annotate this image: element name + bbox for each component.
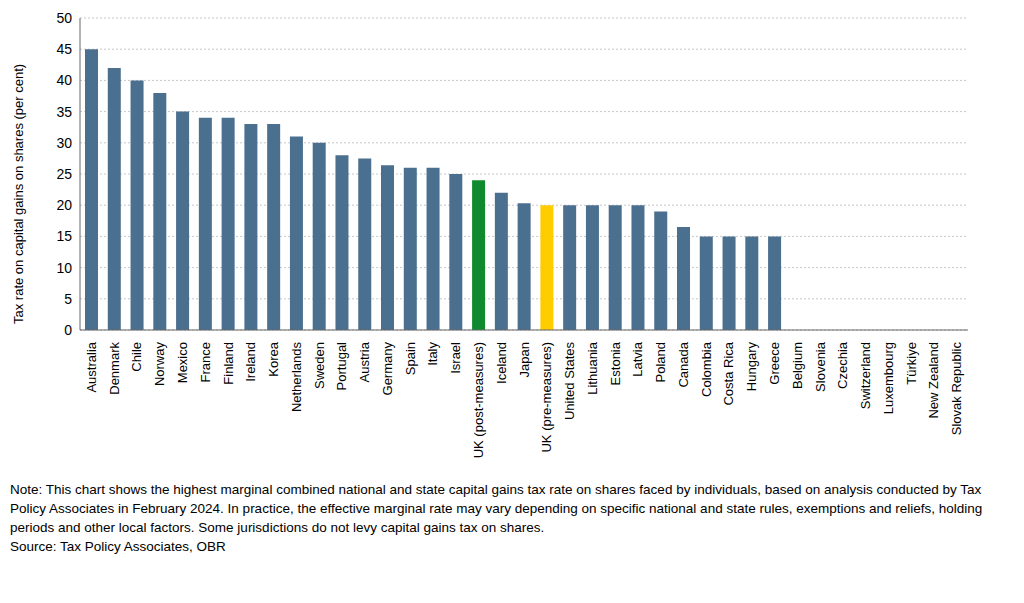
svg-text:40: 40 [56, 72, 72, 88]
svg-text:Germany: Germany [380, 342, 395, 396]
svg-text:Poland: Poland [653, 342, 668, 382]
svg-text:20: 20 [56, 197, 72, 213]
svg-text:15: 15 [56, 228, 72, 244]
svg-text:Italy: Italy [425, 342, 440, 366]
svg-text:Portugal: Portugal [334, 342, 349, 391]
svg-text:Czechia: Czechia [835, 341, 850, 389]
svg-text:Australia: Australia [84, 341, 99, 392]
svg-text:Korea: Korea [266, 341, 281, 376]
svg-text:10: 10 [56, 260, 72, 276]
svg-text:35: 35 [56, 104, 72, 120]
html-text:Source: Tax Policy Associates,: Source: Tax Policy Associates, OBR [10, 539, 226, 554]
svg-text:Hungary: Hungary [744, 342, 759, 392]
svg-text:Canada: Canada [676, 341, 691, 387]
svg-text:UK (post-measures): UK (post-measures) [471, 342, 486, 458]
svg-text:France: France [198, 342, 213, 382]
svg-text:Costa Rica: Costa Rica [721, 341, 736, 405]
svg-text:New Zealand: New Zealand [926, 342, 941, 419]
svg-text:Iceland: Iceland [494, 342, 509, 384]
svg-text:0: 0 [64, 322, 72, 338]
svg-text:Israel: Israel [448, 342, 463, 374]
svg-text:5: 5 [64, 291, 72, 307]
svg-text:Ireland: Ireland [243, 342, 258, 382]
svg-text:Denmark: Denmark [107, 342, 122, 395]
svg-text:Mexico: Mexico [175, 342, 190, 383]
svg-text:UK (pre-measures): UK (pre-measures) [539, 342, 554, 453]
svg-text:Greece: Greece [767, 342, 782, 385]
html-text:Note: This chart shows the hig: Note: This chart shows the highest margi… [10, 482, 983, 535]
svg-text:Estonia: Estonia [608, 341, 623, 385]
svg-text:United States: United States [562, 342, 577, 421]
svg-text:Netherlands: Netherlands [289, 342, 304, 413]
svg-text:Spain: Spain [403, 342, 418, 375]
svg-text:50: 50 [56, 10, 72, 26]
svg-text:25: 25 [56, 166, 72, 182]
svg-text:Tax rate on capital gains on s: Tax rate on capital gains on shares (per… [11, 64, 26, 324]
svg-text:Lithuania: Lithuania [585, 341, 600, 395]
svg-text:Luxembourg: Luxembourg [881, 342, 896, 414]
svg-text:Slovak Republic: Slovak Republic [949, 342, 964, 436]
svg-text:Japan: Japan [517, 342, 532, 377]
svg-text:Belgium: Belgium [790, 342, 805, 389]
svg-text:Finland: Finland [221, 342, 236, 385]
svg-text:Austria: Austria [357, 341, 372, 382]
svg-text:Colombia: Colombia [699, 341, 714, 397]
svg-text:Türkiye: Türkiye [904, 342, 919, 385]
svg-text:Sweden: Sweden [312, 342, 327, 389]
svg-text:30: 30 [56, 135, 72, 151]
svg-text:Slovenia: Slovenia [813, 341, 828, 392]
svg-text:Chile: Chile [129, 342, 144, 372]
svg-text:Switzerland: Switzerland [858, 342, 873, 409]
svg-text:Latvia: Latvia [630, 341, 645, 376]
svg-text:45: 45 [56, 41, 72, 57]
svg-text:Norway: Norway [152, 342, 167, 387]
